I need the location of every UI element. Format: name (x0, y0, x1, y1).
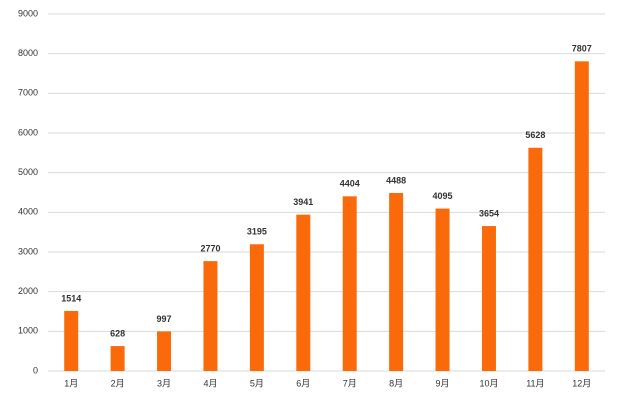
x-tick-label: 5月 (250, 378, 264, 388)
data-label: 997 (157, 314, 172, 324)
bar (157, 331, 172, 371)
bar (342, 196, 357, 371)
bar (64, 310, 79, 371)
y-tick-label: 4000 (18, 207, 38, 217)
data-label: 1514 (61, 293, 81, 303)
x-tick-label: 1月 (64, 378, 78, 388)
data-label: 3654 (479, 208, 499, 218)
bar (249, 244, 264, 371)
data-label: 3195 (247, 227, 267, 237)
bar (389, 192, 404, 371)
y-tick-label: 2000 (18, 286, 38, 296)
y-tick-label: 5000 (18, 167, 38, 177)
data-label: 4404 (340, 179, 360, 189)
data-label: 628 (110, 328, 125, 338)
y-tick-label: 0 (33, 365, 38, 375)
bar (435, 208, 450, 371)
data-label: 4095 (433, 191, 453, 201)
data-label: 3941 (293, 197, 313, 207)
x-tick-label: 12月 (572, 378, 591, 388)
x-tick-label: 2月 (111, 378, 125, 388)
x-tick-label: 11月 (526, 378, 544, 388)
x-tick-label: 7月 (343, 378, 357, 388)
y-tick-label: 9000 (18, 8, 38, 18)
data-label: 5628 (525, 130, 545, 140)
bar (574, 61, 589, 372)
bar (296, 214, 311, 371)
data-label: 7807 (572, 44, 592, 54)
y-tick-label: 6000 (18, 127, 38, 137)
y-tick-label: 8000 (18, 48, 38, 58)
x-tick-label: 3月 (157, 378, 171, 388)
x-tick-label: 10月 (479, 378, 498, 388)
data-label: 4488 (386, 175, 406, 185)
bar (110, 346, 125, 371)
y-tick-label: 3000 (18, 246, 38, 256)
x-tick-label: 9月 (436, 378, 450, 388)
x-tick-label: 8月 (389, 378, 403, 388)
bar (481, 226, 496, 371)
x-tick-label: 6月 (296, 378, 310, 388)
x-tick-label: 4月 (203, 378, 217, 388)
y-tick-label: 1000 (18, 326, 38, 336)
bar (203, 261, 218, 371)
y-tick-label: 7000 (18, 88, 38, 98)
bar (528, 147, 543, 371)
data-label: 2770 (200, 243, 220, 253)
